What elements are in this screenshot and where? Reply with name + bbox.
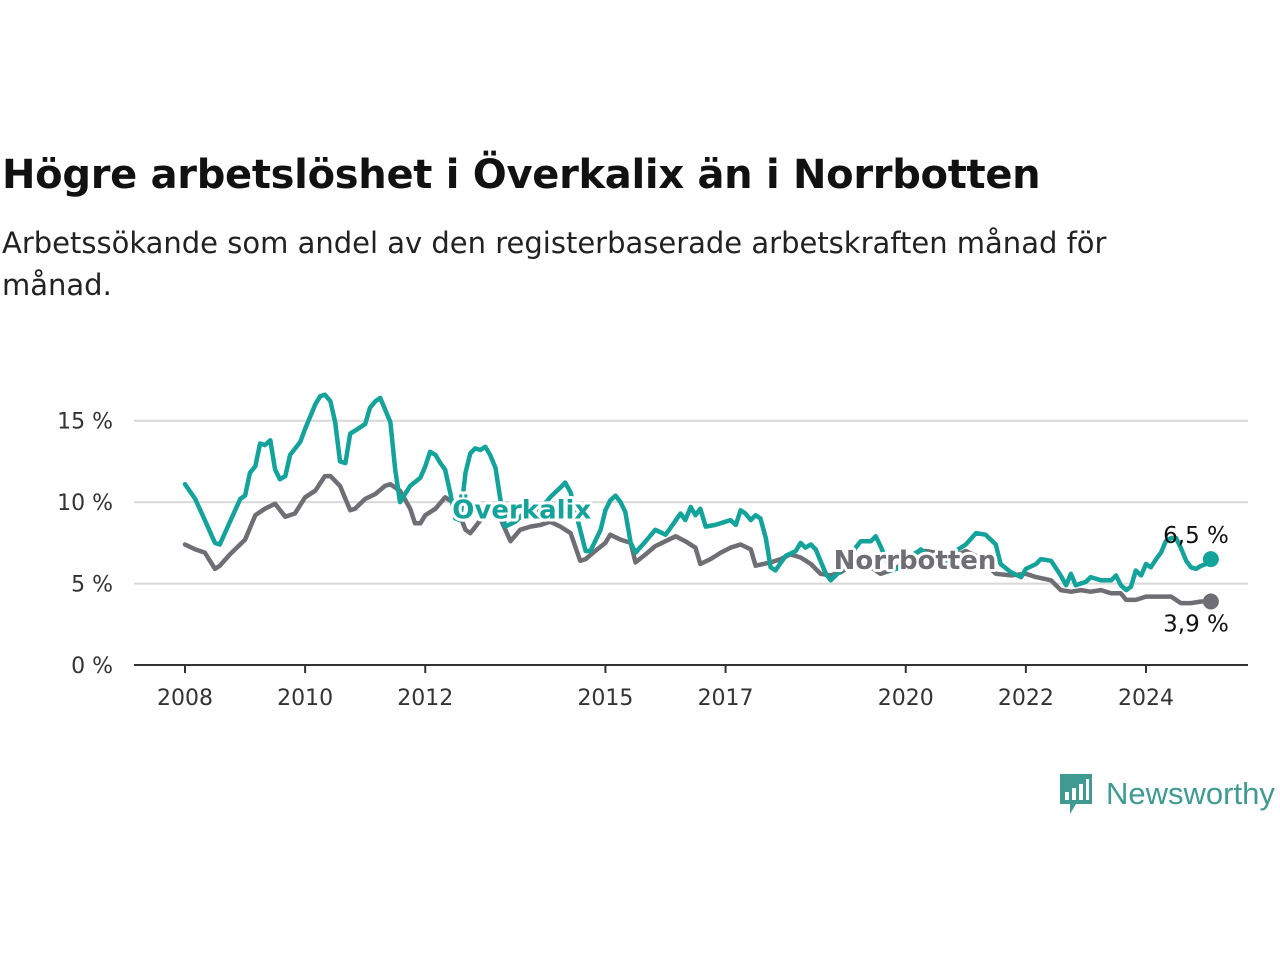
x-tick-label: 2010 (277, 686, 333, 711)
chart-subtitle: Arbetssökande som andel av den registerb… (2, 226, 1107, 302)
series-end-label: 6,5 % (1163, 523, 1229, 549)
y-tick-label: 15 % (57, 410, 113, 435)
x-tick-label: 2020 (878, 686, 934, 711)
bar-chart-speech-bubble-icon (1060, 774, 1092, 814)
series-labels: Överkalix Norrbotten 6,5 % 3,9 % (449, 489, 1229, 637)
x-axis-ticks: 2008 2010 2012 2015 2017 2020 2022 2024 (157, 665, 1174, 711)
y-tick-label: 10 % (57, 491, 113, 516)
series-end-point (1202, 593, 1219, 610)
x-tick-label: 2008 (157, 686, 213, 711)
y-tick-label: 5 % (71, 573, 113, 598)
x-tick-label: 2017 (698, 686, 754, 711)
series-end-label: 3,9 % (1163, 611, 1229, 637)
series-name-label: Norrbotten (834, 546, 997, 576)
y-tick-label: 0 % (71, 654, 113, 679)
series-end-point (1202, 551, 1219, 568)
x-tick-label: 2024 (1118, 686, 1174, 711)
chart-title: Högre arbetslöshet i Överkalix än i Norr… (2, 152, 1041, 198)
x-tick-label: 2022 (998, 686, 1054, 711)
gridlines (134, 419, 1248, 585)
x-tick-label: 2015 (577, 686, 633, 711)
series-line (182, 392, 1214, 593)
series-name-label: Överkalix (452, 492, 591, 525)
line-chart: 0 %5 %10 %15 % 2008 2010 2012 2015 2017 2020 2… (57, 392, 1248, 711)
x-tick-label: 2012 (397, 686, 453, 711)
series-lines (182, 392, 1219, 610)
newsworthy-logo: Newsworthy (1058, 772, 1275, 816)
y-axis-labels: 0 % 5 % 10 % 15 % (57, 410, 113, 679)
brand-name: Newsworthy (1106, 776, 1275, 811)
series-line (182, 473, 1214, 606)
